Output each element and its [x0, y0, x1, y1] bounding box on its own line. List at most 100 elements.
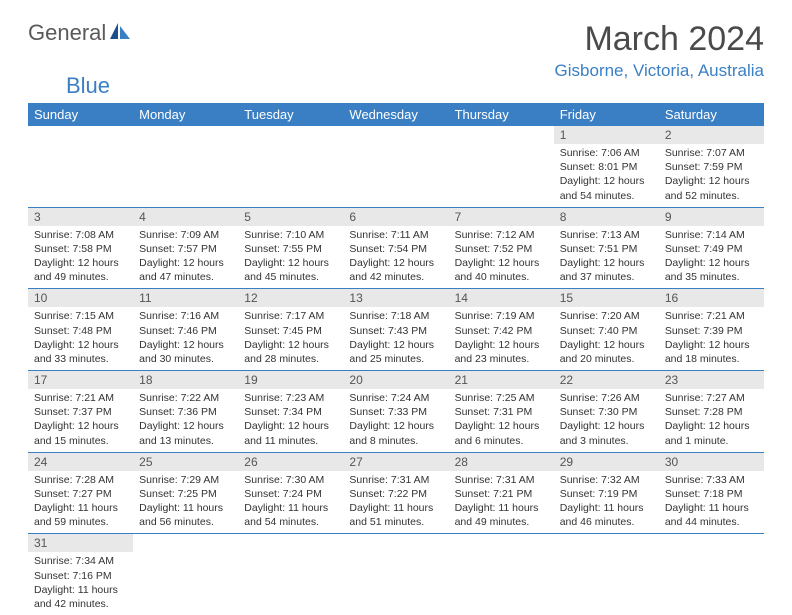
day-number: 4	[133, 208, 238, 226]
day-cell: 7 Sunrise: 7:12 AMSunset: 7:52 PMDaylight…	[449, 207, 554, 289]
sunset-text: Sunset: 7:52 PM	[455, 242, 548, 256]
sunrise-text: Sunrise: 7:25 AM	[455, 391, 548, 405]
day-cell: 2Sunrise: 7:07 AMSunset: 7:59 PMDaylight…	[659, 126, 764, 207]
day-number: 6	[343, 208, 448, 226]
day-cell: 29Sunrise: 7:32 AMSunset: 7:19 PMDayligh…	[554, 452, 659, 534]
sunrise-text: Sunrise: 7:18 AM	[349, 309, 442, 323]
day-number: 21	[449, 371, 554, 389]
sunrise-text: Sunrise: 7:24 AM	[349, 391, 442, 405]
daylight-text: Daylight: 11 hours and 51 minutes.	[349, 501, 442, 529]
daylight-text: Daylight: 12 hours and 23 minutes.	[455, 338, 548, 366]
day-cell	[133, 534, 238, 615]
day-content: Sunrise: 7:33 AMSunset: 7:18 PMDaylight:…	[659, 471, 764, 534]
daylight-text: Daylight: 12 hours and 35 minutes.	[665, 256, 758, 284]
sunrise-text: Sunrise: 7:23 AM	[244, 391, 337, 405]
day-cell	[449, 126, 554, 207]
day-number: 23	[659, 371, 764, 389]
sunset-text: Sunset: 7:45 PM	[244, 324, 337, 338]
month-title: March 2024	[555, 20, 764, 59]
sunset-text: Sunset: 7:43 PM	[349, 324, 442, 338]
day-header-row: SundayMondayTuesdayWednesdayThursdayFrid…	[28, 103, 764, 126]
day-cell: 27Sunrise: 7:31 AMSunset: 7:22 PMDayligh…	[343, 452, 448, 534]
day-content: Sunrise: 7:31 AMSunset: 7:21 PMDaylight:…	[449, 471, 554, 534]
sunrise-text: Sunrise: 7:26 AM	[560, 391, 653, 405]
day-content: Sunrise: 7:26 AMSunset: 7:30 PMDaylight:…	[554, 389, 659, 452]
day-number: 5	[238, 208, 343, 226]
daylight-text: Daylight: 12 hours and 13 minutes.	[139, 419, 232, 447]
day-number: 16	[659, 289, 764, 307]
sunrise-text: Sunrise: 7:13 AM	[560, 228, 653, 242]
daylight-text: Daylight: 12 hours and 30 minutes.	[139, 338, 232, 366]
daylight-text: Daylight: 12 hours and 33 minutes.	[34, 338, 127, 366]
daylight-text: Daylight: 11 hours and 56 minutes.	[139, 501, 232, 529]
day-number: 18	[133, 371, 238, 389]
sunrise-text: Sunrise: 7:20 AM	[560, 309, 653, 323]
day-cell: 11Sunrise: 7:16 AMSunset: 7:46 PMDayligh…	[133, 289, 238, 371]
day-cell	[343, 126, 448, 207]
day-content: Sunrise: 7:19 AMSunset: 7:42 PMDaylight:…	[449, 307, 554, 370]
sunrise-text: Sunrise: 7:06 AM	[560, 146, 653, 160]
sunset-text: Sunset: 7:49 PM	[665, 242, 758, 256]
day-cell: 26Sunrise: 7:30 AMSunset: 7:24 PMDayligh…	[238, 452, 343, 534]
sunrise-text: Sunrise: 7:21 AM	[34, 391, 127, 405]
day-content: Sunrise: 7:29 AMSunset: 7:25 PMDaylight:…	[133, 471, 238, 534]
day-cell: 10Sunrise: 7:15 AMSunset: 7:48 PMDayligh…	[28, 289, 133, 371]
sunset-text: Sunset: 7:31 PM	[455, 405, 548, 419]
day-content: Sunrise: 7:24 AMSunset: 7:33 PMDaylight:…	[343, 389, 448, 452]
sunset-text: Sunset: 7:42 PM	[455, 324, 548, 338]
day-cell: 31Sunrise: 7:34 AMSunset: 7:16 PMDayligh…	[28, 534, 133, 615]
day-number: 2	[659, 126, 764, 144]
day-content: Sunrise: 7:17 AMSunset: 7:45 PMDaylight:…	[238, 307, 343, 370]
sunset-text: Sunset: 7:51 PM	[560, 242, 653, 256]
day-cell: 13Sunrise: 7:18 AMSunset: 7:43 PMDayligh…	[343, 289, 448, 371]
day-content: Sunrise: 7:14 AMSunset: 7:49 PMDaylight:…	[659, 226, 764, 289]
sunrise-text: Sunrise: 7:16 AM	[139, 309, 232, 323]
daylight-text: Daylight: 12 hours and 37 minutes.	[560, 256, 653, 284]
daylight-text: Daylight: 12 hours and 20 minutes.	[560, 338, 653, 366]
day-content: Sunrise: 7:13 AMSunset: 7:51 PMDaylight:…	[554, 226, 659, 289]
daylight-text: Daylight: 11 hours and 44 minutes.	[665, 501, 758, 529]
day-content: Sunrise: 7:28 AMSunset: 7:27 PMDaylight:…	[28, 471, 133, 534]
day-number: 7	[449, 208, 554, 226]
day-cell: 8Sunrise: 7:13 AMSunset: 7:51 PMDaylight…	[554, 207, 659, 289]
sunset-text: Sunset: 7:37 PM	[34, 405, 127, 419]
day-content: Sunrise: 7:16 AMSunset: 7:46 PMDaylight:…	[133, 307, 238, 370]
day-cell: 18Sunrise: 7:22 AMSunset: 7:36 PMDayligh…	[133, 371, 238, 453]
sunrise-text: Sunrise: 7:12 AM	[455, 228, 548, 242]
day-number: 3	[28, 208, 133, 226]
daylight-text: Daylight: 12 hours and 40 minutes.	[455, 256, 548, 284]
day-header: Sunday	[28, 103, 133, 126]
daylight-text: Daylight: 11 hours and 59 minutes.	[34, 501, 127, 529]
daylight-text: Daylight: 12 hours and 52 minutes.	[665, 174, 758, 202]
sunrise-text: Sunrise: 7:11 AM	[349, 228, 442, 242]
daylight-text: Daylight: 12 hours and 28 minutes.	[244, 338, 337, 366]
day-cell	[28, 126, 133, 207]
daylight-text: Daylight: 12 hours and 6 minutes.	[455, 419, 548, 447]
daylight-text: Daylight: 11 hours and 54 minutes.	[244, 501, 337, 529]
day-cell: 28Sunrise: 7:31 AMSunset: 7:21 PMDayligh…	[449, 452, 554, 534]
day-number: 30	[659, 453, 764, 471]
daylight-text: Daylight: 12 hours and 54 minutes.	[560, 174, 653, 202]
day-cell	[238, 126, 343, 207]
day-number: 29	[554, 453, 659, 471]
day-cell: 4Sunrise: 7:09 AMSunset: 7:57 PMDaylight…	[133, 207, 238, 289]
day-content: Sunrise: 7:20 AMSunset: 7:40 PMDaylight:…	[554, 307, 659, 370]
day-cell: 19Sunrise: 7:23 AMSunset: 7:34 PMDayligh…	[238, 371, 343, 453]
sunset-text: Sunset: 7:40 PM	[560, 324, 653, 338]
day-content: Sunrise: 7:06 AMSunset: 8:01 PMDaylight:…	[554, 144, 659, 207]
sunrise-text: Sunrise: 7:30 AM	[244, 473, 337, 487]
sunset-text: Sunset: 7:22 PM	[349, 487, 442, 501]
sunrise-text: Sunrise: 7:29 AM	[139, 473, 232, 487]
logo-text-blue: Blue	[66, 73, 110, 98]
calendar-table: SundayMondayTuesdayWednesdayThursdayFrid…	[28, 103, 764, 615]
day-number: 10	[28, 289, 133, 307]
sunrise-text: Sunrise: 7:14 AM	[665, 228, 758, 242]
day-header: Friday	[554, 103, 659, 126]
day-number: 28	[449, 453, 554, 471]
sunrise-text: Sunrise: 7:07 AM	[665, 146, 758, 160]
day-number: 27	[343, 453, 448, 471]
day-number: 26	[238, 453, 343, 471]
sunset-text: Sunset: 7:57 PM	[139, 242, 232, 256]
sunrise-text: Sunrise: 7:19 AM	[455, 309, 548, 323]
sunset-text: Sunset: 7:27 PM	[34, 487, 127, 501]
